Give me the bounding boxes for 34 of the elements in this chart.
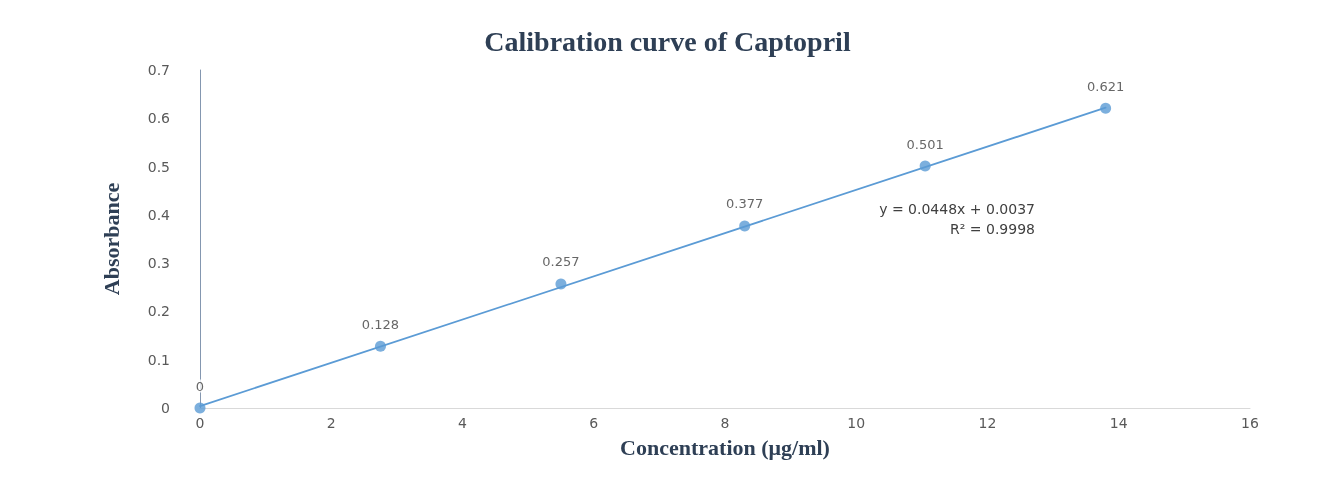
y-tick-label: 0.1 — [147, 351, 170, 368]
x-tick-label: 14 — [1109, 415, 1128, 431]
x-tick-label: 16 — [1241, 415, 1259, 431]
data-label: 0.501 — [906, 136, 944, 152]
y-tick-label: 0.7 — [147, 62, 170, 78]
y-tick-label: 0.2 — [147, 303, 170, 320]
data-label: 0.128 — [361, 316, 400, 332]
x-tick-label: 8 — [720, 415, 730, 431]
y-tick-label: 0.5 — [147, 158, 170, 175]
point — [1100, 102, 1112, 114]
data-label: 0.377 — [726, 196, 764, 212]
y-tick-label: 0.4 — [147, 206, 171, 223]
x-tick-label: 4 — [458, 415, 468, 431]
y-tick-label: 0 — [161, 400, 170, 416]
x-axis-title: Concentration (μg/ml) — [620, 434, 830, 460]
data-label: 0.621 — [1087, 78, 1125, 94]
data-label: 0.257 — [542, 254, 580, 270]
x-tick-label: 2 — [326, 415, 336, 431]
chart-title: Calibration curve of Captopril — [484, 25, 851, 57]
y-tick-label: 0.3 — [147, 255, 170, 272]
point — [194, 402, 206, 414]
x-tick-label: 10 — [847, 415, 866, 431]
x-tick-label: 12 — [978, 415, 997, 431]
annotation: R² = 0.9998 — [950, 221, 1036, 237]
point — [374, 340, 386, 352]
point — [739, 220, 751, 232]
y-tick-label: 0.6 — [147, 110, 171, 127]
x-tick-label: 0 — [195, 415, 205, 431]
data-label: 0 — [195, 378, 205, 394]
y-axis-title: Absorbance — [98, 182, 124, 296]
point — [555, 278, 567, 290]
point — [919, 160, 931, 172]
x-tick-label: 6 — [589, 415, 599, 431]
annotation: y = 0.0448x + 0.0037 — [879, 201, 1035, 217]
